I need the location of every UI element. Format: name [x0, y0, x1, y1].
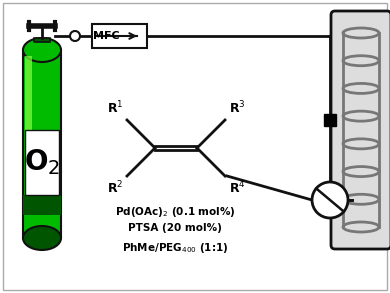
Circle shape [312, 182, 348, 218]
Bar [92, 24, 147, 48]
Text: MFC: MFC [93, 31, 119, 41]
Bar [25, 130, 59, 195]
Polygon shape [23, 50, 61, 238]
Text: R$^3$: R$^3$ [229, 99, 246, 116]
Text: R$^1$: R$^1$ [106, 99, 123, 116]
Text: PTSA (20 mol%): PTSA (20 mol%) [128, 223, 222, 233]
Text: Pd(OAc)$_2$ (0.1 mol%): Pd(OAc)$_2$ (0.1 mol%) [115, 205, 235, 219]
Text: R$^4$: R$^4$ [229, 180, 246, 197]
Bar [324, 114, 336, 126]
Circle shape [70, 31, 80, 41]
Ellipse shape [23, 38, 61, 62]
Ellipse shape [23, 226, 61, 250]
Text: R$^2$: R$^2$ [106, 180, 123, 197]
FancyBboxPatch shape [331, 11, 390, 249]
Bar [23, 195, 61, 215]
Text: PhMe/PEG$_{400}$ (1:1): PhMe/PEG$_{400}$ (1:1) [122, 241, 228, 255]
Polygon shape [34, 38, 50, 42]
Polygon shape [25, 56, 32, 195]
Text: O$_2$: O$_2$ [24, 147, 60, 177]
